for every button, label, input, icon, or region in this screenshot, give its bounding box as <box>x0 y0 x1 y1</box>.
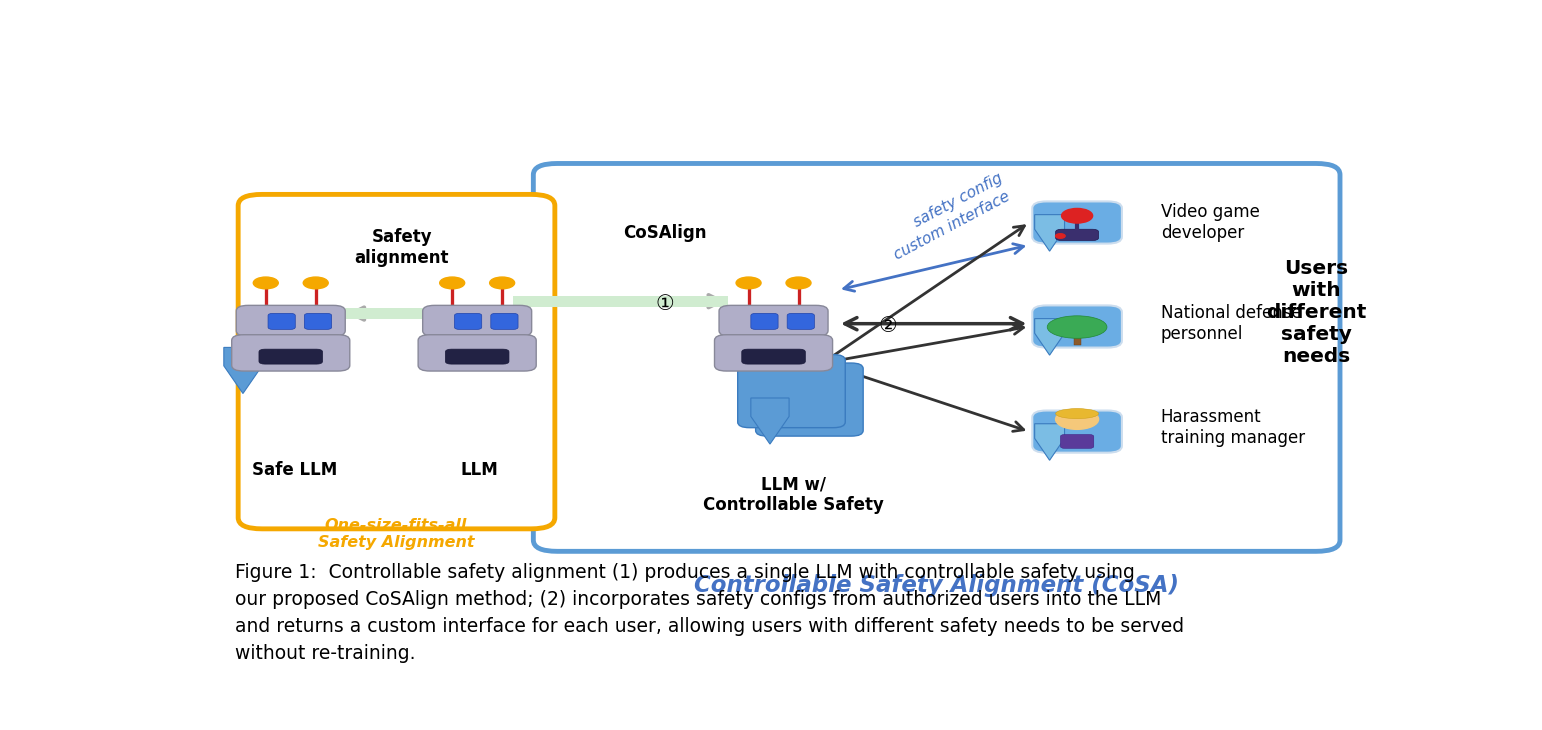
Text: Harassment
training manager: Harassment training manager <box>1161 408 1305 447</box>
FancyBboxPatch shape <box>1073 335 1081 345</box>
Polygon shape <box>224 347 262 393</box>
Text: ①: ① <box>655 294 674 314</box>
Text: Users
with
different
safety
needs: Users with different safety needs <box>1266 259 1366 366</box>
FancyBboxPatch shape <box>534 164 1340 551</box>
FancyBboxPatch shape <box>756 363 864 436</box>
FancyBboxPatch shape <box>418 335 537 371</box>
Text: Safe LLM: Safe LLM <box>251 461 338 480</box>
FancyBboxPatch shape <box>1032 410 1123 453</box>
Polygon shape <box>1035 318 1064 356</box>
FancyBboxPatch shape <box>751 313 779 329</box>
Circle shape <box>253 277 278 289</box>
Circle shape <box>1061 209 1093 223</box>
FancyBboxPatch shape <box>236 305 345 337</box>
FancyBboxPatch shape <box>423 305 532 337</box>
Text: One-size-fits-all
Safety Alignment: One-size-fits-all Safety Alignment <box>318 518 473 550</box>
FancyBboxPatch shape <box>231 335 350 371</box>
Text: LLM w/
Controllable Safety: LLM w/ Controllable Safety <box>703 475 884 514</box>
Circle shape <box>490 277 515 289</box>
Circle shape <box>786 277 811 289</box>
Text: CoSAlign: CoSAlign <box>623 224 706 242</box>
FancyBboxPatch shape <box>1061 434 1093 448</box>
Circle shape <box>736 277 762 289</box>
Text: safety config: safety config <box>910 170 1005 230</box>
Text: Safety
alignment: Safety alignment <box>355 228 449 267</box>
FancyBboxPatch shape <box>455 313 481 329</box>
Text: custom interface: custom interface <box>891 188 1012 262</box>
Ellipse shape <box>1047 316 1107 338</box>
FancyBboxPatch shape <box>719 305 828 337</box>
FancyBboxPatch shape <box>344 308 444 319</box>
Polygon shape <box>1035 215 1064 251</box>
Text: ②: ② <box>879 317 897 337</box>
Circle shape <box>1056 409 1098 429</box>
Polygon shape <box>751 398 790 444</box>
FancyBboxPatch shape <box>446 349 509 364</box>
FancyBboxPatch shape <box>490 313 518 329</box>
Ellipse shape <box>1056 409 1098 419</box>
Text: Video game
developer: Video game developer <box>1161 203 1260 242</box>
FancyBboxPatch shape <box>268 313 295 329</box>
Text: Figure 1:  Controllable safety alignment (1) produces a single LLM with controll: Figure 1: Controllable safety alignment … <box>234 563 1184 664</box>
FancyBboxPatch shape <box>1032 201 1123 244</box>
Text: National defense
personnel: National defense personnel <box>1161 304 1301 343</box>
FancyBboxPatch shape <box>786 313 814 329</box>
FancyBboxPatch shape <box>742 349 805 364</box>
FancyBboxPatch shape <box>513 296 728 307</box>
FancyBboxPatch shape <box>1056 229 1098 240</box>
Circle shape <box>1056 234 1066 238</box>
FancyBboxPatch shape <box>259 349 322 364</box>
Circle shape <box>439 277 464 289</box>
FancyBboxPatch shape <box>237 194 555 529</box>
Circle shape <box>304 277 328 289</box>
FancyBboxPatch shape <box>304 313 332 329</box>
FancyBboxPatch shape <box>1032 305 1123 347</box>
FancyBboxPatch shape <box>737 355 845 428</box>
Text: LLM: LLM <box>461 461 498 480</box>
FancyBboxPatch shape <box>714 335 833 371</box>
Text: Controllable Safety Alignment (CoSA): Controllable Safety Alignment (CoSA) <box>694 574 1178 596</box>
Polygon shape <box>1035 423 1064 461</box>
